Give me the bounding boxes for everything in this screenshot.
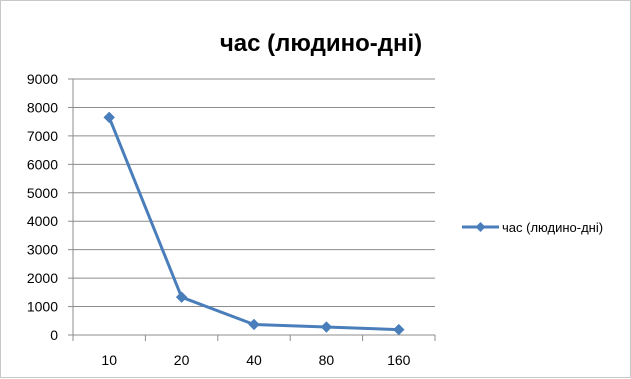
legend-marker-swatch — [475, 222, 486, 232]
y-tick-label: 0 — [50, 327, 58, 343]
y-tick-label: 5000 — [27, 185, 58, 201]
x-tick-label: 20 — [174, 352, 190, 368]
y-tick-label: 7000 — [27, 128, 58, 144]
data-point-marker — [103, 111, 115, 124]
y-tick-label: 4000 — [27, 213, 58, 229]
axes: 0 1000 2000 3000 4000 5000 6000 7000 8000 9000 10 2… — [27, 71, 436, 368]
legend-label: час (людино-дні) — [502, 220, 603, 235]
legend: час (людино-дні) — [462, 220, 603, 235]
data-point-marker — [248, 318, 260, 331]
data-point-marker — [393, 323, 405, 336]
y-tick-label: 3000 — [27, 242, 58, 258]
chart-title: час (людино-дні) — [220, 30, 422, 57]
x-tick-label: 80 — [319, 352, 335, 368]
y-tick-label: 8000 — [27, 99, 58, 115]
series — [103, 111, 405, 336]
y-tick-label: 2000 — [27, 270, 58, 286]
data-point-marker — [320, 321, 333, 333]
series-line — [107, 116, 399, 332]
y-tick-label: 6000 — [27, 156, 58, 172]
gridlines — [73, 78, 435, 308]
x-tick-label: 160 — [387, 352, 411, 368]
x-tick-label: 40 — [246, 352, 262, 368]
y-tick-label: 1000 — [27, 299, 58, 315]
x-tick-label: 10 — [101, 352, 117, 368]
data-point-marker — [175, 291, 188, 303]
y-tick-label: 9000 — [27, 71, 58, 87]
